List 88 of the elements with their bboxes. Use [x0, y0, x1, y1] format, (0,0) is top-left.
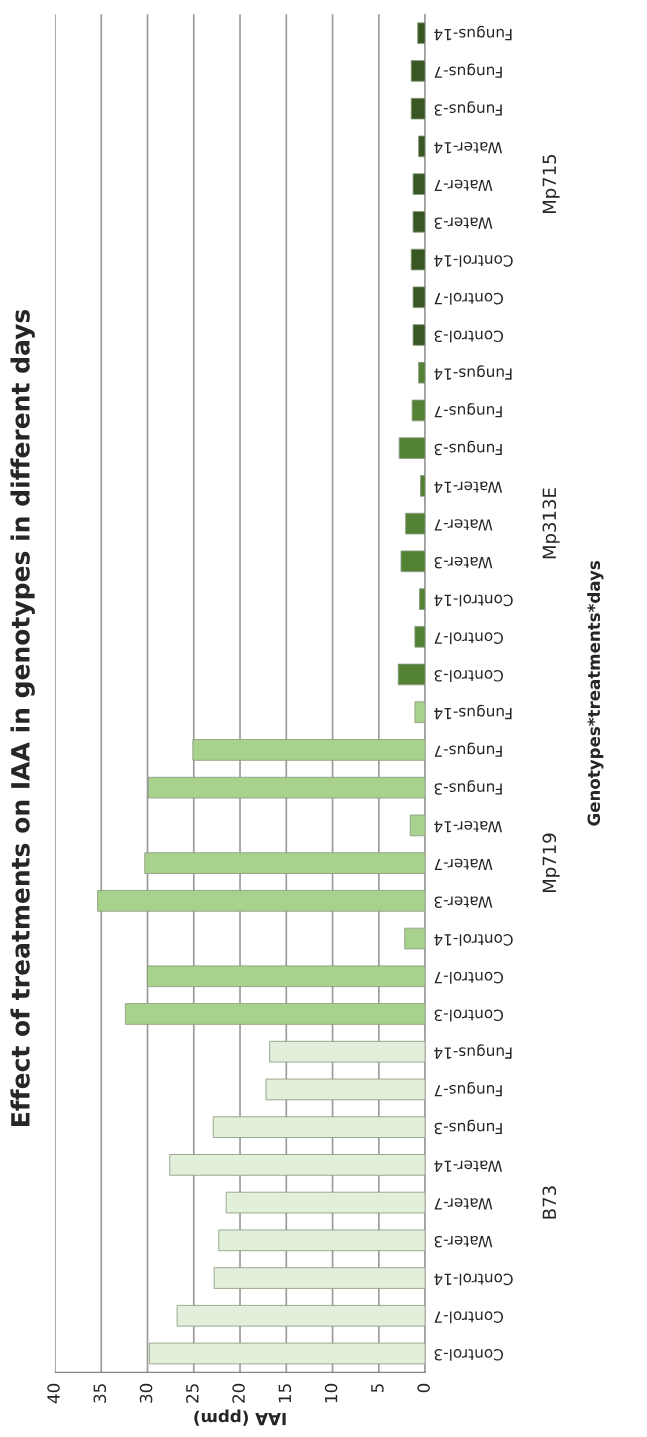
bar	[417, 22, 426, 45]
x-tick-label: 10	[324, 1383, 338, 1403]
y-tick-label: Water-3	[434, 896, 493, 908]
bar	[412, 211, 426, 233]
y-tick-label: Fungus-14	[434, 1044, 512, 1059]
y-tick-label: Water-3	[434, 217, 493, 229]
y-tick-label: Fungus-3	[434, 1119, 502, 1135]
bar	[418, 361, 426, 384]
bar	[397, 663, 426, 686]
y-tick-label: Water-7	[434, 519, 493, 531]
bar	[148, 776, 426, 799]
bar	[414, 701, 426, 724]
y-tick-label: Control-7	[434, 292, 504, 305]
y-tick-label: Control-14	[434, 255, 513, 267]
y-tick-label: Water-14	[434, 820, 503, 833]
bar	[97, 890, 426, 912]
bar	[269, 1040, 426, 1063]
y-tick-label: Control-3	[434, 330, 504, 343]
y-tick-label: Control-7	[434, 971, 504, 984]
bar	[412, 286, 426, 309]
y-tick-label: Fungus-14	[434, 365, 512, 380]
y-tick-label: Control-14	[434, 1273, 513, 1286]
y-tick-label: Control-3	[434, 1349, 504, 1361]
y-tick-label: Water-14	[434, 141, 503, 154]
x-tick-label: 40	[47, 1383, 60, 1404]
bar	[192, 739, 426, 761]
y-tick-label: Water-3	[434, 1235, 493, 1248]
y-tick-label: Fungus-7	[434, 1082, 502, 1097]
y-tick-label: Water-7	[434, 858, 493, 871]
text: Effect of treatments on IAA in genotypes in different days	[10, 309, 35, 1126]
bar	[412, 324, 426, 346]
y-tick-label: Water-7	[434, 179, 493, 192]
x-axis-title: IAA (ppm)	[194, 1409, 286, 1426]
x-tick-label: 5	[371, 1384, 384, 1393]
bar	[404, 927, 426, 950]
y-tick-label: Control-3	[434, 1009, 504, 1022]
bar	[144, 852, 426, 874]
bar	[405, 512, 426, 535]
x-tick-label: 30	[139, 1383, 153, 1403]
bar	[218, 1229, 426, 1252]
bar	[147, 965, 426, 988]
y-tick-label: Control-14	[434, 594, 513, 607]
y-tick-label: Fungus-3	[434, 440, 502, 456]
bar	[169, 1154, 426, 1176]
y-tick-label: Control-3	[434, 670, 504, 682]
bar	[410, 60, 426, 82]
x-tick-label: 20	[232, 1383, 245, 1403]
y-tick-label: Water-7	[434, 1198, 493, 1210]
text: B73	[542, 1186, 557, 1219]
text: Mp313E	[542, 488, 560, 559]
y-tick-label: Control-7	[434, 632, 504, 645]
bar	[400, 550, 426, 573]
bar	[410, 248, 426, 271]
y-tick-label: Water-14	[434, 481, 503, 493]
y-tick-label: Fungus-7	[434, 403, 502, 418]
bar	[412, 173, 426, 195]
y-tick-label: Water-14	[434, 1160, 503, 1172]
x-tick-label: 25	[186, 1384, 199, 1403]
y-tick-label: Water-3	[434, 556, 493, 569]
bar	[411, 399, 426, 422]
y-tick-label: Fungus-3	[434, 780, 502, 795]
x-tick-label: 15	[278, 1384, 292, 1403]
y-axis-title: Genotypes*treatments*days	[587, 561, 604, 826]
bar	[410, 97, 426, 120]
y-tick-label: Fungus-7	[434, 63, 502, 78]
y-tick-label: Fungus-14	[434, 25, 512, 41]
bar	[419, 588, 426, 610]
y-tick-label: Control-7	[434, 1311, 504, 1324]
x-tick-label: 0	[417, 1383, 430, 1393]
bar	[409, 814, 426, 837]
bar	[176, 1304, 426, 1327]
y-tick-label: Fungus-3	[434, 101, 502, 116]
bar	[420, 475, 426, 497]
y-tick-label: Control-14	[434, 934, 513, 946]
x-tick-label: 35	[93, 1384, 107, 1403]
bar	[124, 1003, 426, 1025]
text: Mp715	[542, 154, 560, 214]
bar	[148, 1342, 426, 1365]
bar	[212, 1116, 426, 1138]
y-tick-label: Fungus-7	[434, 742, 502, 757]
y-tick-label: Fungus-14	[434, 704, 512, 720]
bar	[418, 135, 426, 158]
bar	[414, 625, 426, 648]
bar	[265, 1078, 426, 1101]
bar	[213, 1267, 426, 1289]
bar	[225, 1191, 426, 1214]
bar	[398, 437, 426, 459]
text: Mp719	[542, 833, 560, 893]
